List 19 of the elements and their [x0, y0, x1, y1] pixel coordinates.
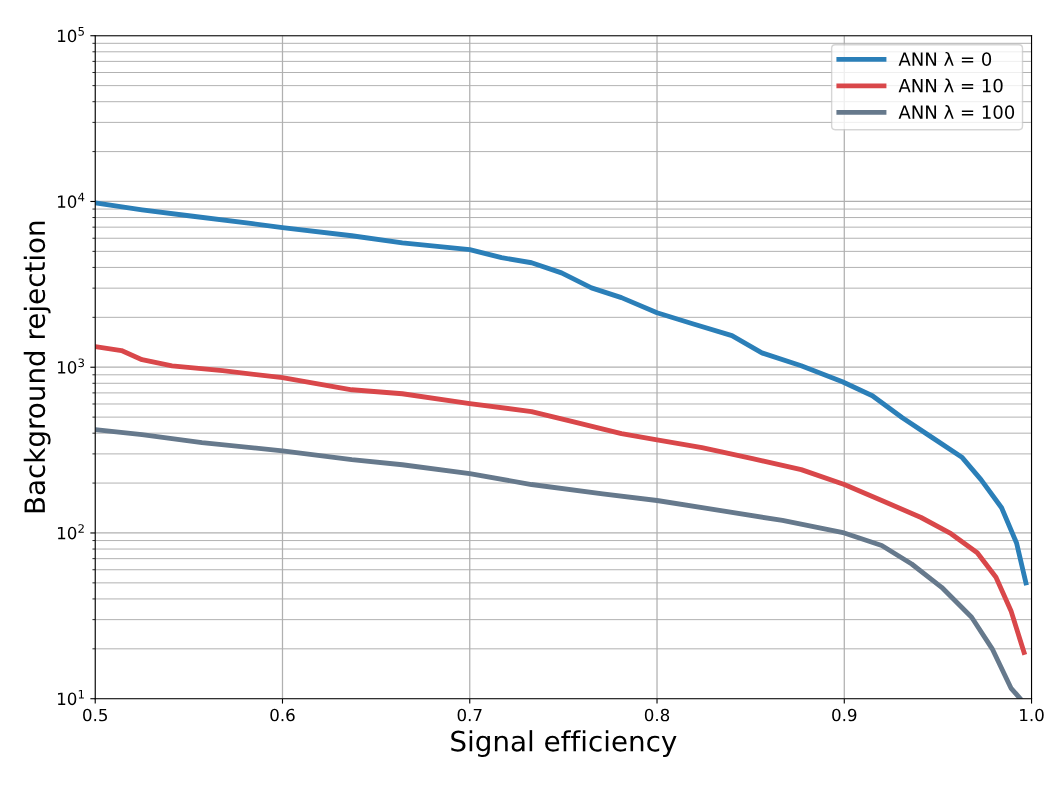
y-tick-label: 10$^{4}$	[58, 192, 85, 208]
legend-label: ANN λ = 0	[898, 51, 992, 66]
line-series	[95, 200, 1029, 586]
legend-label: ANN λ = 10	[898, 78, 1003, 93]
x-tick-label: 0.7	[457, 708, 482, 722]
x-tick-label: 0.9	[832, 708, 857, 722]
y-axis-title: Background rejection	[23, 221, 51, 513]
y-tick-label: 10$^{5}$	[58, 27, 84, 43]
x-tick-label: 0.6	[270, 708, 295, 722]
y-tick-label: 10$^{3}$	[58, 358, 85, 374]
line-series	[95, 344, 1027, 655]
x-tick-label: 1.0	[1020, 708, 1044, 722]
x-tick-label: 0.8	[644, 708, 670, 722]
x-axis-title: Signal efficiency	[451, 730, 677, 758]
y-tick-label: 10$^{1}$	[58, 690, 84, 706]
legend-label: ANN λ = 100	[898, 104, 1015, 119]
line-series	[95, 427, 1023, 699]
y-tick-label: 10$^{2}$	[58, 524, 84, 540]
x-tick-label: 0.5	[83, 708, 108, 722]
